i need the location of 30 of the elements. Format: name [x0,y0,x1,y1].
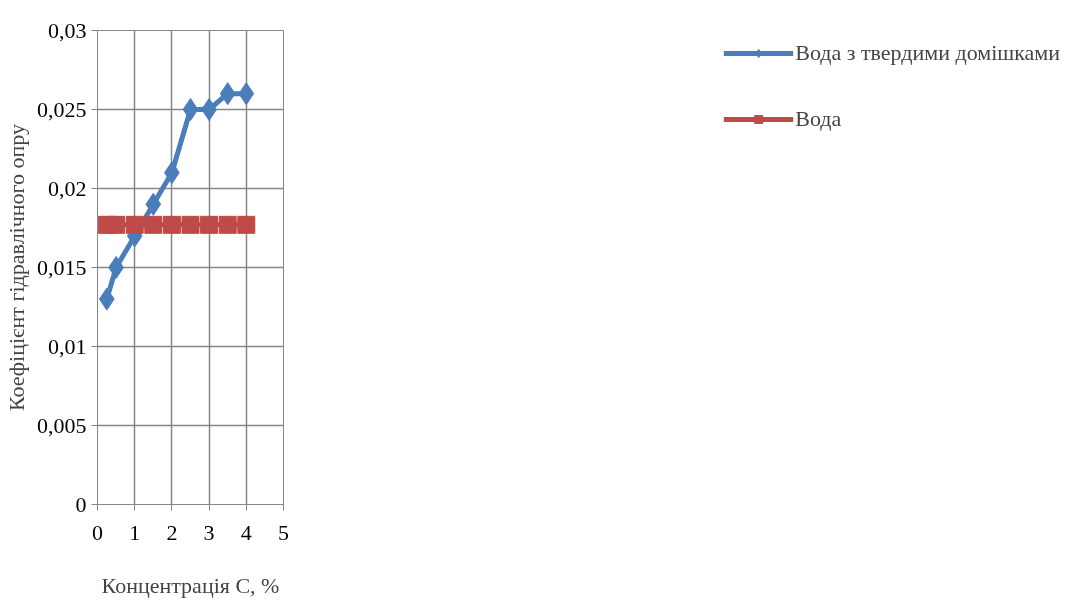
y-tick-label: 0,03 [48,17,87,43]
point [125,215,144,234]
point [218,215,237,234]
point [98,287,115,311]
y-tick-label: 0,01 [48,333,87,359]
point [237,215,256,234]
point [145,192,162,216]
x-tick-label: 1 [129,519,141,545]
point [219,82,236,106]
point [162,215,181,234]
x-axis-title: Концентрація С, % [101,572,280,598]
point [238,82,255,106]
y-tick-label: 0,015 [37,254,87,280]
point [182,98,199,121]
y-axis-title: Коефіцієнт гідравлічного опру [4,123,29,412]
legend-label: Вода з твердими домішками [795,40,1060,66]
x-tick-label: 5 [278,519,289,545]
point [144,215,163,234]
x-tick-label: 2 [166,519,178,545]
point [200,215,219,234]
legend-label: Вода [795,106,842,132]
y-tick-label: 0 [75,491,87,517]
x-tick-label: 4 [240,519,252,545]
y-tick-label: 0,02 [48,175,87,201]
point [107,215,126,234]
y-tick-label: 0,025 [37,96,87,122]
x-tick-label: 3 [203,519,215,545]
x-tick-label: 0 [92,519,103,545]
point [181,215,200,234]
y-tick-label: 0,005 [37,412,87,438]
